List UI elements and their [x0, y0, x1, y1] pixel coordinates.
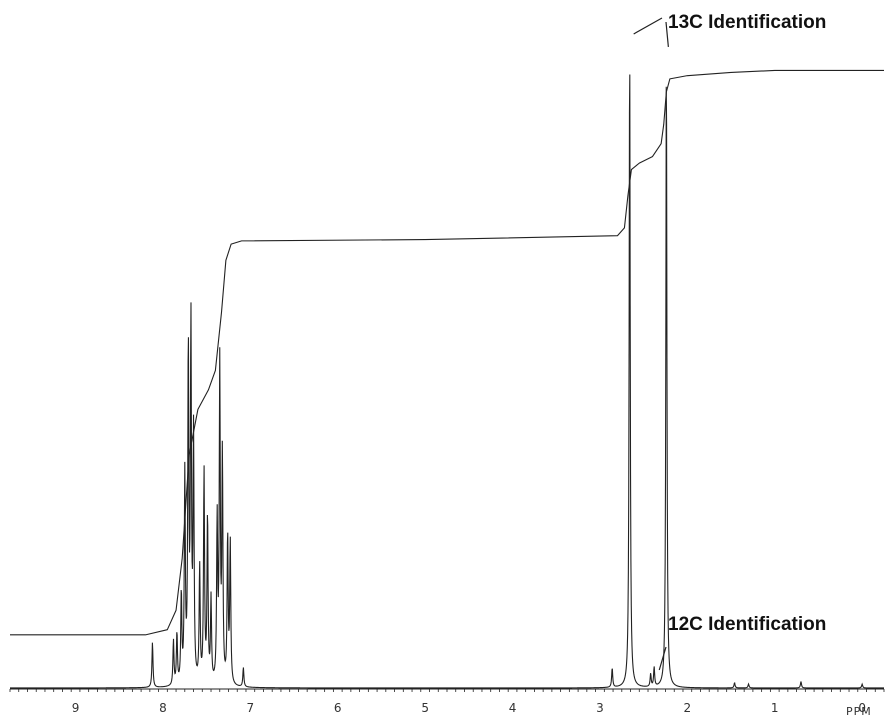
ppm-axis: 9 8 7 6 5 4 3 2 1 0 [9, 688, 885, 715]
annotation-13c-leader-1 [665, 21, 669, 48]
integral-curve-group [10, 69, 884, 636]
integral-line [10, 69, 884, 636]
spectrum-line [10, 74, 884, 689]
annotation-12c-leader-0 [658, 646, 667, 671]
annotation-13c-leader-0 [633, 17, 663, 35]
x-axis-unit-label: PPM [846, 705, 872, 718]
x-tick-label-4: 4 [509, 701, 517, 715]
x-tick-label-6: 6 [334, 701, 342, 715]
annotation-group: 13C Identification 12C Identification [633, 12, 826, 671]
x-tick-label-7: 7 [247, 701, 255, 715]
x-tick-label-1: 1 [771, 701, 779, 715]
annotation-13c-label: 13C Identification [668, 12, 826, 33]
x-tick-label-9: 9 [72, 701, 80, 715]
x-tick-label-0: 0 [858, 701, 866, 715]
spectrum-trace-group [10, 74, 884, 689]
annotation-12c-label: 12C Identification [668, 614, 826, 635]
x-tick-label-5: 5 [421, 701, 429, 715]
x-tick-label-8: 8 [159, 701, 167, 715]
x-tick-label-2: 2 [684, 701, 692, 715]
x-tick-label-3: 3 [596, 701, 604, 715]
